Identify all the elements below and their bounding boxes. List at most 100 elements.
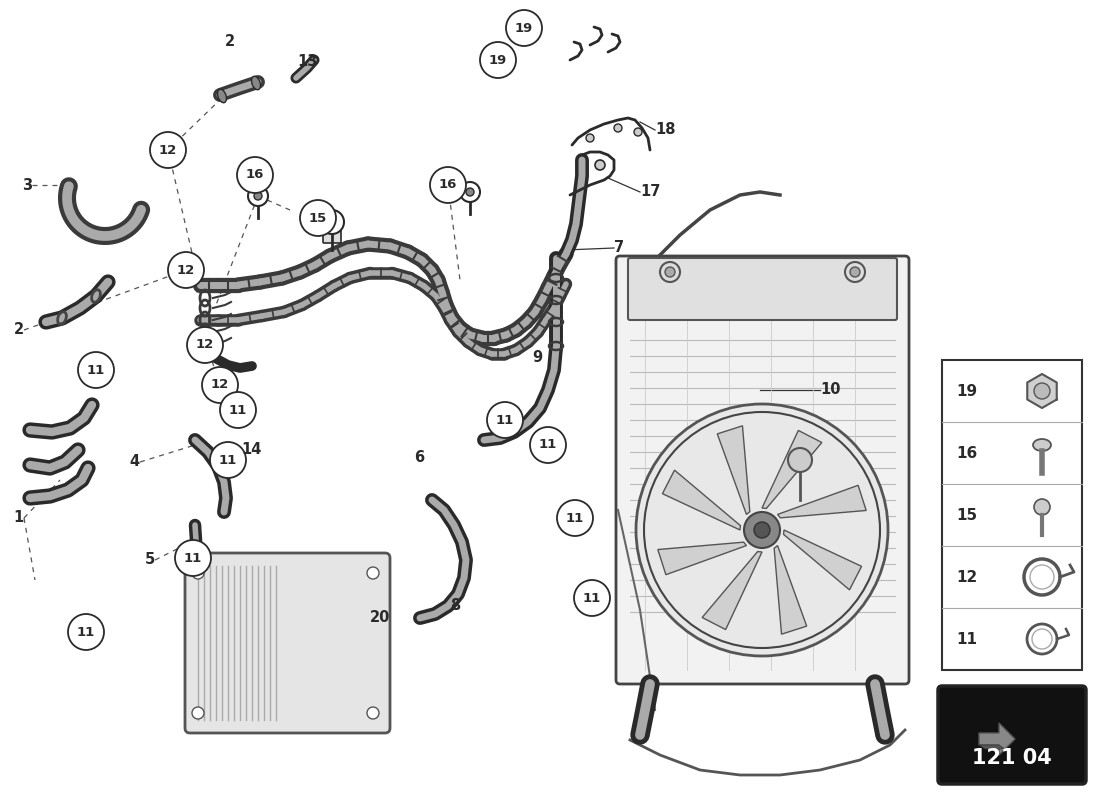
- Text: 121 04: 121 04: [972, 748, 1052, 768]
- Circle shape: [236, 157, 273, 193]
- Circle shape: [614, 124, 622, 132]
- Text: 12: 12: [177, 263, 195, 277]
- Text: 16: 16: [956, 446, 977, 461]
- Ellipse shape: [218, 90, 227, 102]
- Polygon shape: [778, 486, 866, 518]
- Circle shape: [506, 10, 542, 46]
- Polygon shape: [783, 530, 861, 590]
- Text: 12: 12: [211, 378, 229, 391]
- Text: 2: 2: [224, 34, 235, 50]
- FancyBboxPatch shape: [323, 221, 341, 243]
- Circle shape: [78, 352, 114, 388]
- Circle shape: [530, 427, 566, 463]
- Text: 15: 15: [309, 211, 327, 225]
- Text: 15: 15: [956, 507, 977, 522]
- FancyBboxPatch shape: [938, 686, 1086, 784]
- Text: 7: 7: [614, 241, 624, 255]
- Text: 11: 11: [956, 631, 977, 646]
- Text: 11: 11: [565, 511, 584, 525]
- Text: 1: 1: [13, 510, 24, 526]
- Circle shape: [586, 134, 594, 142]
- Text: 16: 16: [245, 169, 264, 182]
- Circle shape: [68, 614, 104, 650]
- Circle shape: [1034, 499, 1050, 515]
- Text: 19: 19: [515, 22, 534, 34]
- Polygon shape: [979, 723, 1015, 755]
- Text: 4: 4: [130, 454, 140, 470]
- Text: 11: 11: [539, 438, 557, 451]
- FancyBboxPatch shape: [628, 258, 896, 320]
- Text: 11: 11: [77, 626, 95, 638]
- Circle shape: [660, 262, 680, 282]
- Polygon shape: [979, 745, 1005, 749]
- Circle shape: [1034, 383, 1050, 399]
- Circle shape: [636, 404, 888, 656]
- Polygon shape: [717, 426, 750, 514]
- Circle shape: [460, 182, 480, 202]
- Circle shape: [744, 512, 780, 548]
- FancyBboxPatch shape: [616, 256, 909, 684]
- Circle shape: [202, 367, 238, 403]
- Text: 19: 19: [488, 54, 507, 66]
- Polygon shape: [762, 430, 822, 509]
- Circle shape: [210, 442, 246, 478]
- Circle shape: [788, 448, 812, 472]
- Circle shape: [850, 267, 860, 277]
- Polygon shape: [774, 546, 806, 634]
- Circle shape: [320, 210, 344, 234]
- Text: 12: 12: [196, 338, 214, 351]
- Text: 11: 11: [219, 454, 238, 466]
- Circle shape: [557, 500, 593, 536]
- Circle shape: [466, 188, 474, 196]
- Text: 11: 11: [496, 414, 514, 426]
- Polygon shape: [658, 542, 747, 574]
- Circle shape: [367, 707, 380, 719]
- Text: 9: 9: [532, 350, 542, 366]
- Text: 3: 3: [22, 178, 32, 193]
- Ellipse shape: [252, 76, 261, 90]
- Text: 14: 14: [242, 442, 262, 458]
- Text: 6: 6: [414, 450, 424, 466]
- Circle shape: [845, 262, 865, 282]
- Circle shape: [574, 580, 611, 616]
- Polygon shape: [662, 470, 740, 530]
- Text: 19: 19: [956, 383, 977, 398]
- Circle shape: [595, 160, 605, 170]
- Text: 10: 10: [820, 382, 840, 398]
- Circle shape: [187, 327, 223, 363]
- Circle shape: [150, 132, 186, 168]
- Circle shape: [220, 392, 256, 428]
- Circle shape: [254, 192, 262, 200]
- Text: 11: 11: [87, 363, 106, 377]
- Text: 17: 17: [640, 185, 660, 199]
- Circle shape: [367, 567, 380, 579]
- Text: 12: 12: [158, 143, 177, 157]
- FancyBboxPatch shape: [185, 553, 390, 733]
- FancyBboxPatch shape: [942, 360, 1082, 670]
- Circle shape: [634, 128, 642, 136]
- Text: 2: 2: [14, 322, 24, 338]
- Text: 8: 8: [450, 598, 460, 613]
- Circle shape: [248, 186, 268, 206]
- Circle shape: [754, 522, 770, 538]
- Text: 5: 5: [145, 553, 155, 567]
- Text: 16: 16: [439, 178, 458, 191]
- Circle shape: [175, 540, 211, 576]
- Circle shape: [192, 567, 204, 579]
- Polygon shape: [702, 551, 762, 630]
- Text: 13: 13: [297, 54, 318, 70]
- Circle shape: [666, 267, 675, 277]
- Circle shape: [430, 167, 466, 203]
- Polygon shape: [1027, 374, 1057, 408]
- Circle shape: [480, 42, 516, 78]
- Circle shape: [168, 252, 204, 288]
- Circle shape: [192, 707, 204, 719]
- Text: 11: 11: [583, 591, 601, 605]
- Text: 11: 11: [229, 403, 248, 417]
- Text: 18: 18: [654, 122, 675, 138]
- Ellipse shape: [1033, 439, 1050, 451]
- Text: 12: 12: [956, 570, 977, 585]
- Text: 11: 11: [184, 551, 202, 565]
- Circle shape: [300, 200, 336, 236]
- Text: 20: 20: [370, 610, 390, 625]
